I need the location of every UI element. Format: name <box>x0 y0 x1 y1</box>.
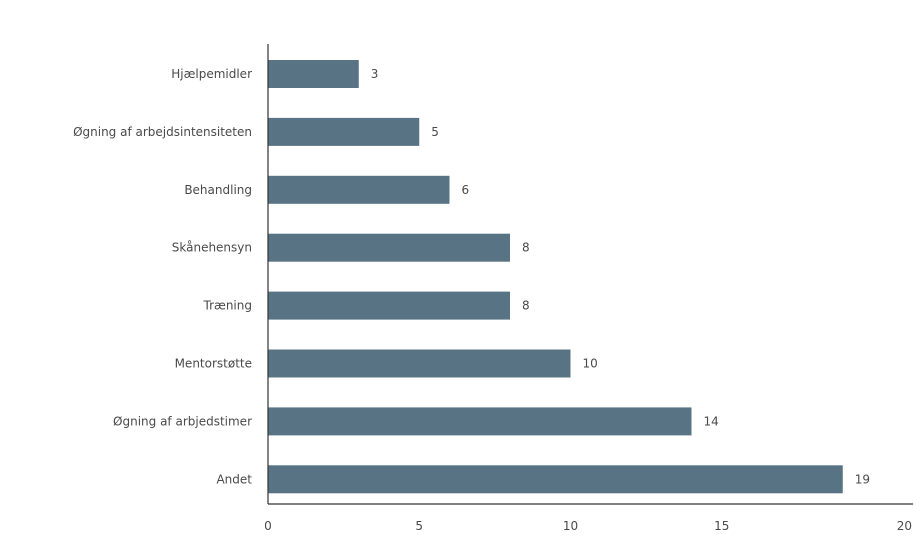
axes <box>267 44 913 505</box>
data-label: 14 <box>704 414 719 428</box>
category-label: Øgning af arbejdsintensiteten <box>73 125 252 139</box>
x-tick-labels: 0 5 10 15 20 <box>264 519 912 533</box>
category-label: Træning <box>203 299 252 313</box>
bar <box>268 465 843 494</box>
x-tick-label: 20 <box>897 519 912 533</box>
x-tick-label: 0 <box>264 519 272 533</box>
category-label: Behandling <box>184 183 252 197</box>
data-label: 10 <box>583 357 598 371</box>
data-label: 8 <box>522 241 530 255</box>
bar <box>268 407 692 436</box>
value-labels: 3 5 6 8 8 10 14 19 <box>371 67 870 486</box>
bar <box>268 60 359 88</box>
x-tick-label: 10 <box>563 519 578 533</box>
bar <box>268 175 450 204</box>
category-label: Skånehensyn <box>172 241 252 255</box>
category-label: Andet <box>216 472 252 486</box>
bars-layer <box>268 60 843 494</box>
x-tick-label: 15 <box>714 519 729 533</box>
bar <box>268 117 420 146</box>
data-label: 6 <box>462 183 470 197</box>
category-labels: Hjælpemidler Øgning af arbejdsintensitete… <box>73 67 252 486</box>
bar <box>268 349 571 378</box>
bar <box>268 233 510 262</box>
bar <box>268 291 510 320</box>
x-tick-label: 5 <box>415 519 423 533</box>
category-label: Øgning af arbjedstimer <box>113 414 252 428</box>
data-label: 5 <box>431 125 439 139</box>
data-label: 3 <box>371 67 379 81</box>
category-label: Hjælpemidler <box>171 67 252 81</box>
data-label: 8 <box>522 299 530 313</box>
category-label: Mentorstøtte <box>175 357 252 371</box>
data-label: 19 <box>855 472 870 486</box>
